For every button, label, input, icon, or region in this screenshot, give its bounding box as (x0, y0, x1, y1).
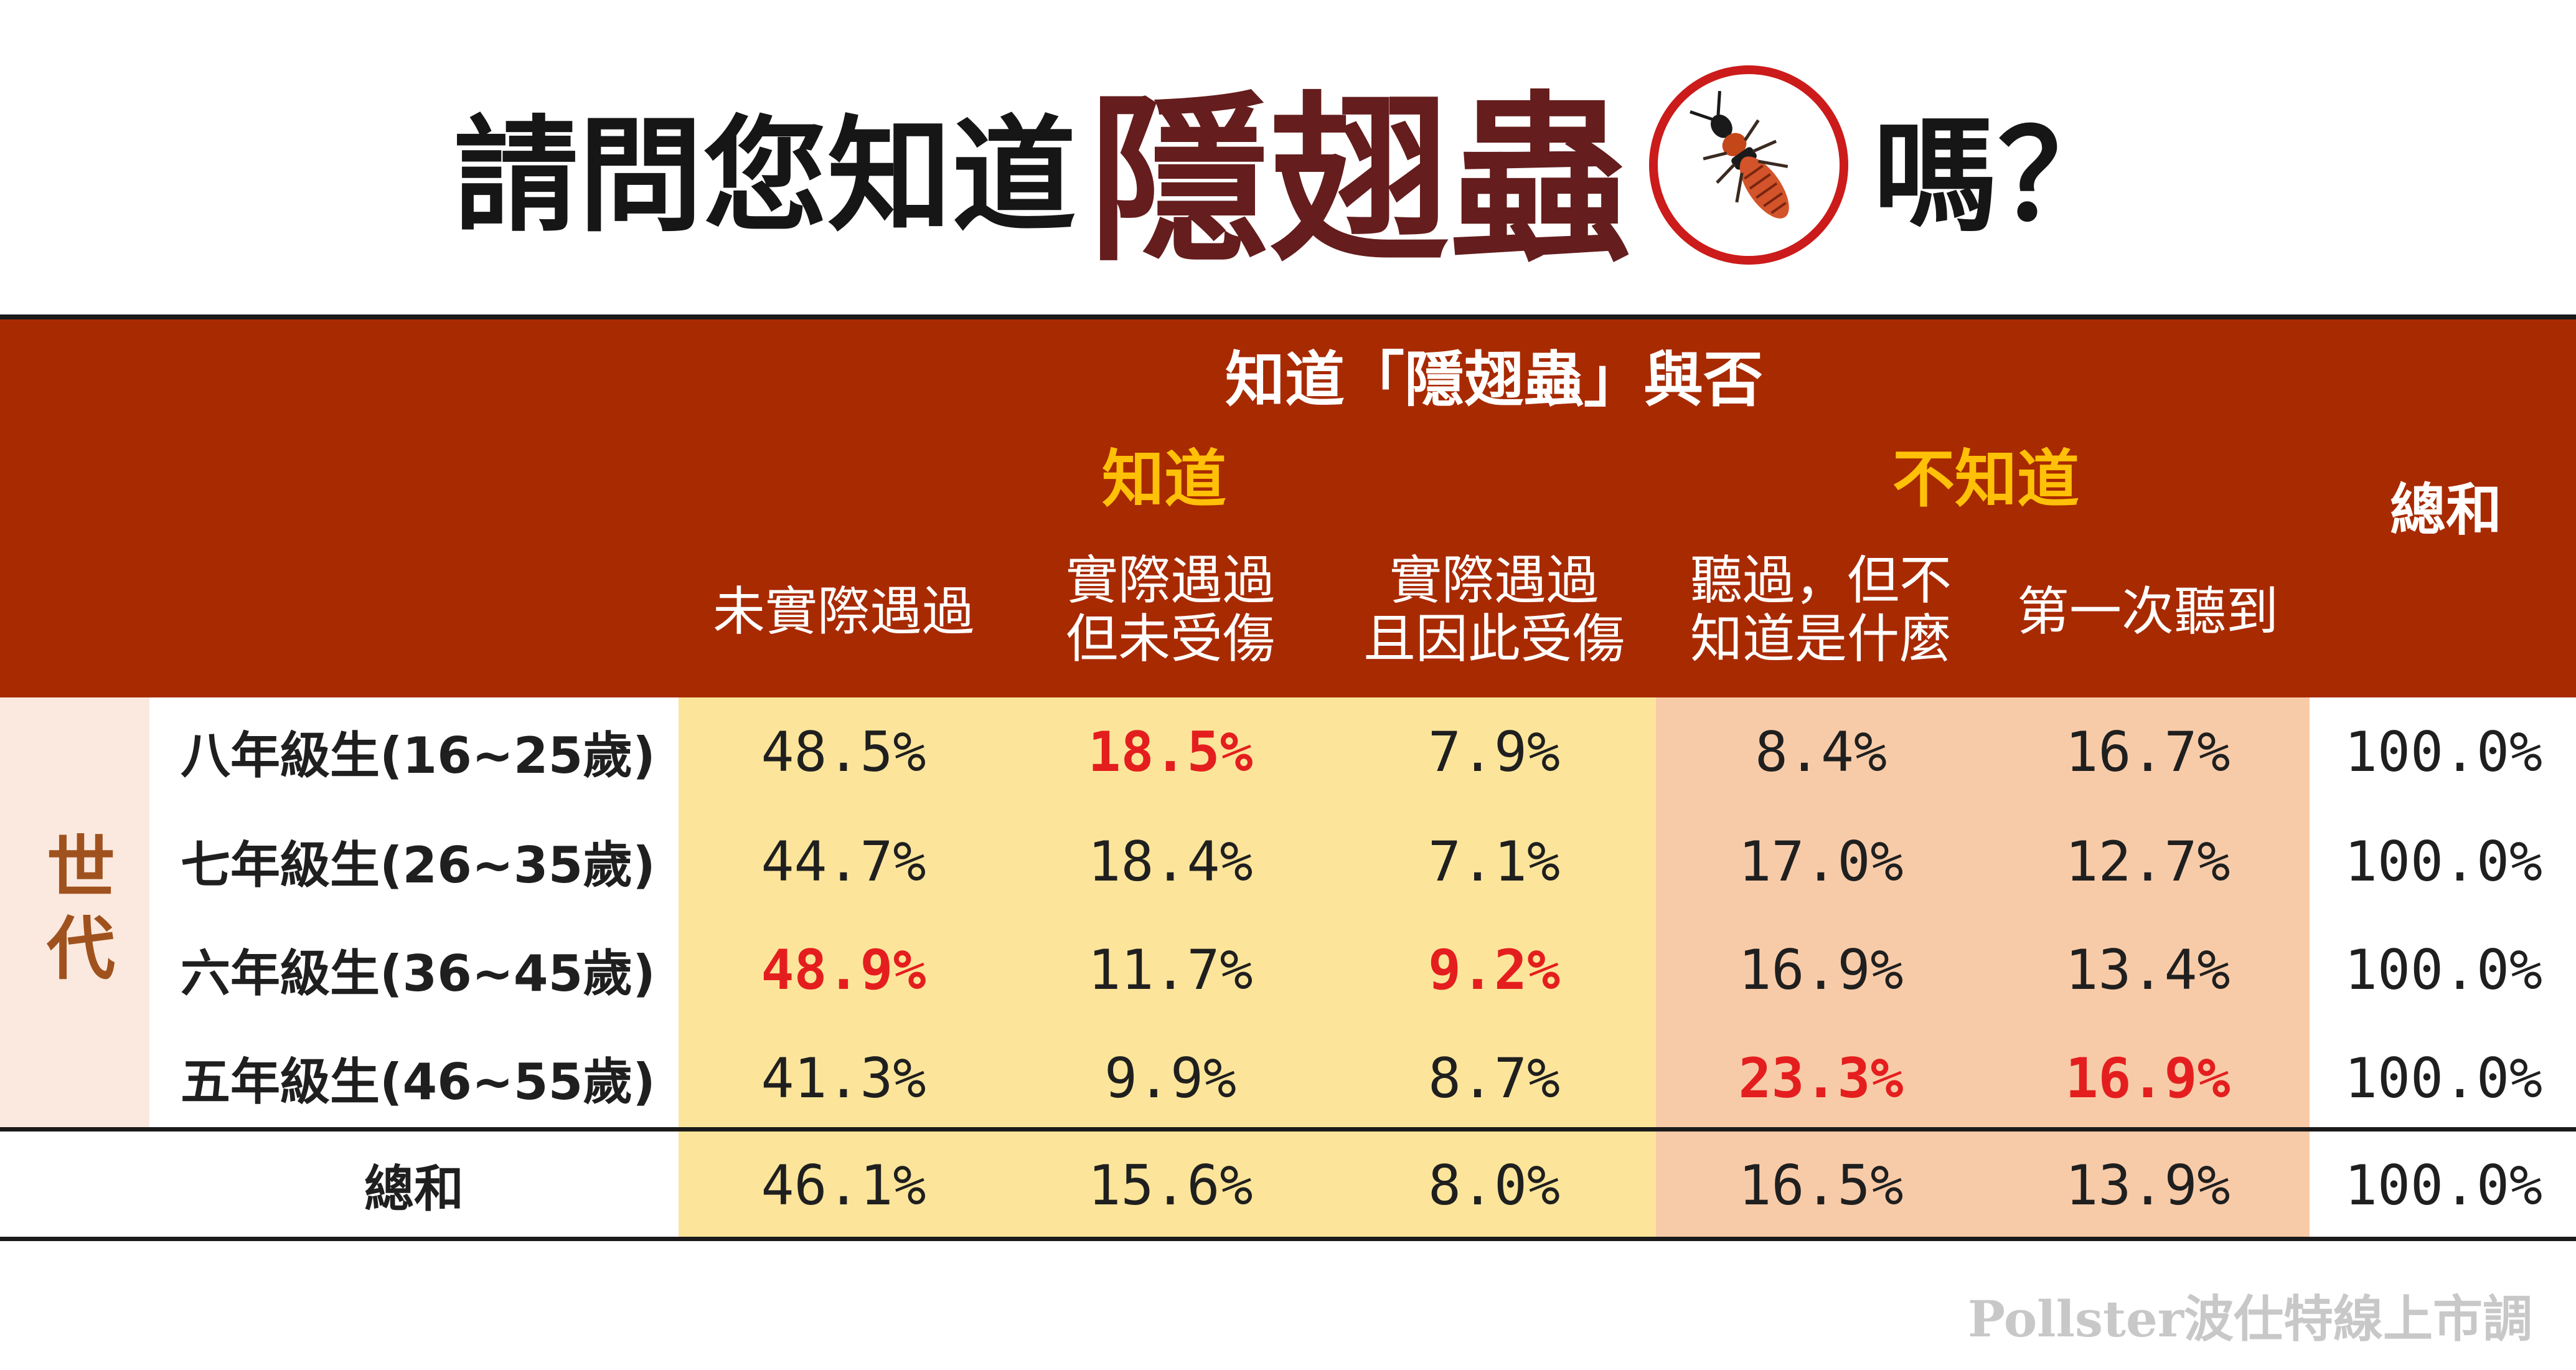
value-cell: 9.9% (1104, 1046, 1236, 1110)
column-header-5: 第一次聽到 (2016, 581, 2278, 642)
bottom-rule (0, 1237, 2576, 1241)
value-cell: 100.0% (2344, 829, 2542, 894)
value-cell: 13.9% (2065, 1153, 2230, 1217)
value-cell: 18.5% (1088, 719, 1253, 784)
title-part-1: 請問您知道 (453, 104, 1076, 249)
value-cell: 17.0% (1738, 829, 1904, 894)
value-cell: 11.7% (1088, 937, 1253, 1002)
chart-title: 請問您知道 隱翅蟲 嗎？ (0, 44, 2576, 286)
row-label: 八年級生(16~25歲) (181, 727, 656, 785)
value-cell: 41.3% (761, 1046, 926, 1110)
row-label: 五年級生(46~55歲) (181, 1053, 656, 1111)
value-cell: 100.0% (2344, 1153, 2542, 1217)
table-header (0, 314, 2576, 697)
value-cell: 23.3% (1738, 1046, 1904, 1110)
generation-label: 世代 (35, 831, 115, 993)
header-group-unknown: 不知道 (1892, 443, 2079, 516)
value-cell: 46.1% (761, 1153, 926, 1217)
value-cell: 18.4% (1088, 829, 1253, 894)
value-cell: 7.1% (1428, 829, 1560, 894)
value-cell: 13.4% (2065, 937, 2230, 1002)
generation-band (0, 697, 149, 1127)
value-cell: 7.9% (1428, 719, 1560, 784)
row-label: 六年級生(36~45歲) (181, 945, 656, 1003)
column-header-2: 實際遇過 但未受傷 (1065, 550, 1275, 669)
column-header-4: 聽過，但不 知道是什麼 (1690, 550, 1952, 669)
rove-beetle-drawing (1690, 91, 1789, 219)
row-label: 七年級生(26~35歲) (181, 836, 656, 894)
value-cell: 100.0% (2344, 1046, 2542, 1110)
rove-beetle-icon (1649, 65, 1848, 265)
watermark: Pollster波仕特線上市調 (1967, 1290, 2532, 1348)
title-part-2: 隱翅蟲 (1089, 77, 1630, 286)
column-header-1: 未實際遇過 (712, 581, 974, 642)
header-total: 總和 (2390, 478, 2502, 543)
value-cell: 16.7% (2065, 719, 2230, 784)
value-cell: 100.0% (2344, 937, 2542, 1002)
value-cell: 9.2% (1428, 937, 1560, 1002)
header-group-know: 知道 (1102, 443, 1226, 516)
value-cell: 12.7% (2065, 829, 2230, 894)
value-cell: 15.6% (1088, 1153, 1253, 1217)
value-cell: 16.9% (2065, 1046, 2230, 1110)
value-cell: 16.9% (1738, 937, 1904, 1002)
total-row-label: 總和 (364, 1160, 464, 1218)
value-cell: 100.0% (2344, 719, 2542, 784)
total-divider (0, 1127, 2576, 1131)
know-band (679, 697, 1656, 1237)
header-main-label: 知道「隱翅蟲」與否 (1225, 345, 1763, 415)
column-header-3: 實際遇過 且因此受傷 (1363, 550, 1625, 669)
value-cell: 48.9% (761, 937, 926, 1002)
value-cell: 16.5% (1738, 1153, 1904, 1217)
value-cell: 44.7% (761, 829, 926, 894)
value-cell: 8.7% (1428, 1046, 1560, 1110)
unknown-band (1656, 697, 2310, 1237)
value-cell: 8.0% (1428, 1153, 1560, 1217)
value-cell: 8.4% (1755, 719, 1887, 784)
title-part-3: 嗎？ (1873, 104, 2123, 249)
value-cell: 48.5% (761, 719, 926, 784)
